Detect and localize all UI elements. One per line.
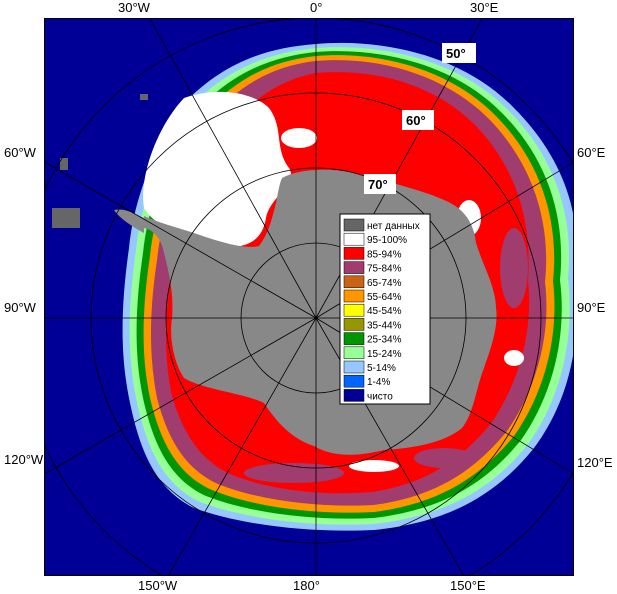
map-border bbox=[44, 18, 574, 576]
ice-zone-95-100 bbox=[143, 91, 292, 248]
no-data-area bbox=[140, 94, 148, 100]
no-data-area bbox=[52, 208, 80, 228]
legend-swatch bbox=[343, 374, 365, 388]
lat-labels: 50° 60° 70° bbox=[364, 43, 476, 194]
legend-swatch bbox=[343, 247, 365, 260]
lat-label-60: 60° bbox=[406, 113, 426, 128]
legend-label: 95-100% bbox=[367, 235, 407, 246]
meridian bbox=[167, 317, 317, 576]
legend: нет данных 95-100% 85-94% 75-84% 65-74% 55-64… bbox=[339, 213, 431, 405]
legend-label: нет данных bbox=[367, 221, 420, 232]
legend-swatch bbox=[343, 346, 365, 360]
ice-patch-75-84 bbox=[414, 448, 474, 468]
lon-label-0: 0° bbox=[310, 0, 323, 15]
legend-label: 5-14% bbox=[367, 363, 396, 374]
lon-label-60e: 60°E bbox=[577, 145, 606, 160]
meridian bbox=[149, 18, 317, 319]
legend-swatch bbox=[343, 360, 365, 374]
ice-patch-75-84 bbox=[500, 228, 528, 308]
legend-label: 65-74% bbox=[367, 278, 402, 289]
legend-swatch bbox=[343, 261, 365, 274]
legend-swatch bbox=[343, 218, 365, 232]
lat-label-50: 50° bbox=[446, 46, 466, 61]
sea-ice-map-svg: 50° 60° 70° нет данных 95-100% 85-94% 75-84… bbox=[44, 18, 574, 576]
legend-label: 15-24% bbox=[367, 349, 402, 360]
meridian bbox=[44, 317, 317, 475]
lat-label-70: 70° bbox=[368, 177, 388, 192]
lon-label-30w: 30°W bbox=[118, 0, 150, 15]
legend-label: 75-84% bbox=[367, 264, 402, 275]
lon-label-30e: 30°E bbox=[470, 0, 499, 15]
legend-label: 85-94% bbox=[367, 249, 402, 260]
legend-swatch bbox=[343, 389, 365, 402]
lon-label-90w: 90°W bbox=[4, 300, 36, 315]
lon-label-150w: 150°W bbox=[138, 578, 178, 593]
ice-zone-95-100 bbox=[504, 350, 524, 366]
lon-label-180: 180° bbox=[293, 578, 320, 593]
antarctic-peninsula bbox=[114, 209, 144, 233]
lon-label-60w: 60°W bbox=[4, 145, 36, 160]
legend-label: 45-54% bbox=[367, 306, 402, 317]
legend-label: 1-4% bbox=[367, 377, 390, 388]
legend-label: 25-34% bbox=[367, 335, 402, 346]
legend-swatch bbox=[343, 318, 365, 331]
lon-label-120w: 120°W bbox=[4, 452, 44, 467]
legend-label: 35-44% bbox=[367, 320, 402, 331]
meridian bbox=[44, 161, 317, 319]
legend-label: чисто bbox=[367, 391, 393, 402]
lon-label-90e: 90°E bbox=[577, 300, 606, 315]
lon-label-150e: 150°E bbox=[450, 578, 486, 593]
ice-zone-95-100 bbox=[349, 460, 399, 472]
sea-ice-map: 50° 60° 70° нет данных 95-100% 85-94% 75-84… bbox=[44, 18, 574, 576]
legend-swatch bbox=[343, 303, 365, 317]
lon-label-120e: 120°E bbox=[577, 455, 613, 470]
legend-swatch bbox=[343, 289, 365, 303]
legend-label: 55-64% bbox=[367, 292, 402, 303]
legend-swatch bbox=[343, 275, 365, 289]
legend-swatch bbox=[343, 232, 365, 246]
no-data-area bbox=[60, 158, 68, 170]
ice-zone-95-100 bbox=[281, 128, 317, 148]
legend-swatch bbox=[343, 332, 365, 345]
